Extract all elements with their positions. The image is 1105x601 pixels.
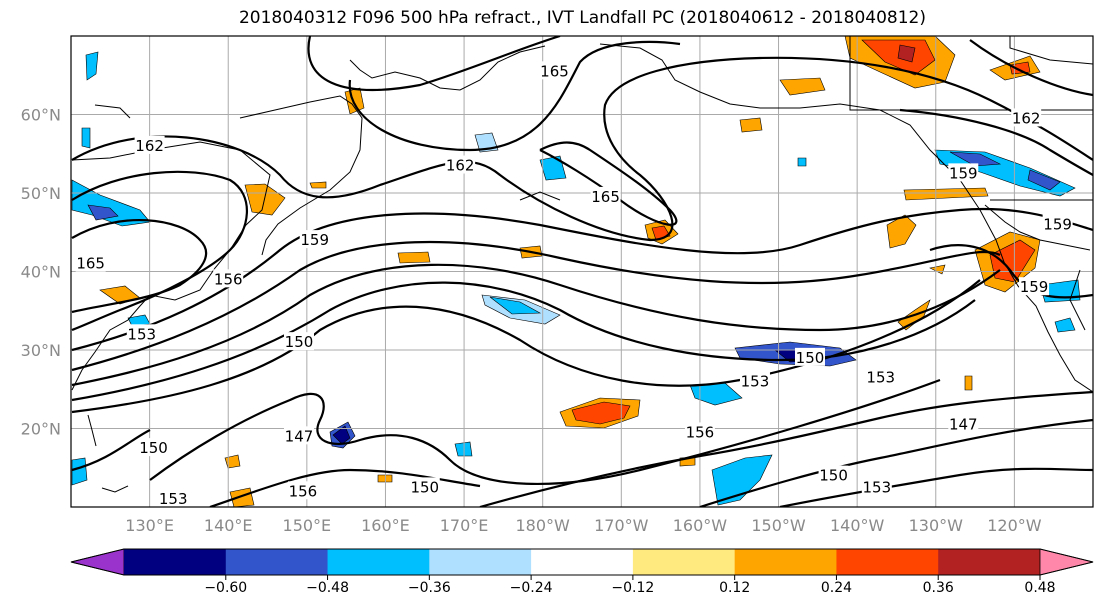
contour-label-bg [213,269,244,288]
map-title: 2018040312 F096 500 hPa refract., IVT La… [238,8,926,28]
lon-tick-label: 160°E [361,516,410,535]
colorbar-tick-label: −0.48 [306,580,349,596]
contour-label-bg [865,367,896,386]
lon-tick-label: 170°E [440,516,489,535]
colorbar-segment [734,549,837,575]
colorbar-extend-high [1039,548,1094,576]
colorbar-tick-label: 0.12 [719,580,750,596]
colorbar-tick-label: 0.48 [1024,580,1055,596]
contour-label: 165 [76,255,105,273]
colorbar-tick-label: 0.24 [821,580,852,596]
colorbar [70,548,1094,576]
colorbar-segment [938,549,1041,575]
graticule [71,36,1093,507]
colorbar-tick-label: −0.24 [510,580,553,596]
contour-label: 162 [135,137,164,155]
contour-label: 159 [1043,215,1072,233]
colorbar-tick-label: −0.12 [611,580,654,596]
lon-tick-label: 130°W [909,516,964,535]
contour-label-bg [818,465,849,484]
longitude-tick-labels: 130°E 140°E 150°E 160°E 170°E 180°W 170°W 160°W… [125,516,1041,535]
lat-tick-label: 60°N [21,106,61,125]
contour-label: 150 [796,349,825,367]
colorbar-extend-low [70,548,125,576]
contour-label: 156 [686,423,715,441]
contour-label: 165 [591,188,620,206]
colorbar-segment [531,549,634,575]
lat-tick-label: 50°N [21,184,61,203]
height-contours [71,36,1093,507]
contour-label-bg [283,332,314,351]
contour-label-bg [539,61,570,80]
contour-label-bg [445,155,476,174]
contour-label: 150 [139,439,168,457]
map-panel: 162 165 156 159 153 162 165 165 150 147 150 156 150 1… [70,35,1094,508]
colorbar-tick-label: −0.60 [204,580,247,596]
contour-label: 147 [949,416,978,434]
colorbar-segment [225,549,329,575]
lon-tick-label: 160°W [673,516,728,535]
colorbar-tick-label: 0.36 [923,580,954,596]
contour-label: 162 [446,157,475,175]
contour-label: 150 [410,478,439,496]
contour-label-bg [1011,108,1042,127]
contour-label: 159 [1020,278,1049,296]
colorbar-tick-label: −0.36 [408,580,451,596]
lat-tick-label: 40°N [21,263,61,282]
contour-label-bg [948,163,979,182]
colorbar-segment [124,549,227,575]
map-frame [70,35,1094,508]
colorbar-segment [836,549,939,575]
lon-tick-label: 140°W [830,516,885,535]
colorbar-outline [70,548,1094,576]
lon-tick-label: 150°E [283,516,332,535]
colorbar-tick-labels: −0.60 −0.48 −0.36 −0.24 −0.12 0.12 0.24 0.36 0.4… [204,575,1056,596]
contour-label-bg [134,135,165,154]
lon-tick-label: 180°W [516,516,571,535]
contour-label-bg [138,438,169,457]
lon-tick-label: 150°W [751,516,806,535]
contour-labels: 162 165 156 159 153 162 165 165 150 147 150 156 150 1… [75,61,1073,508]
contour-label-bg [684,422,715,441]
contour-label-bg [1019,277,1050,296]
contour-label: 156 [214,270,243,288]
lon-tick-label: 170°W [594,516,649,535]
contour-label-bg [299,230,330,249]
contour-label-bg [75,253,106,272]
contour-label-bg [1042,214,1073,233]
contour-label: 165 [540,62,569,80]
contour-label: 159 [949,164,978,182]
latitude-tick-labels: 20°N 30°N 40°N 50°N 60°N [21,106,61,439]
lat-tick-label: 30°N [21,341,61,360]
contour-label-bg [794,347,825,366]
lon-tick-label: 130°E [125,516,174,535]
contour-label-bg [409,477,440,496]
contour-label: 150 [819,467,848,485]
contour-label-bg [861,477,892,496]
contour-label-bg [158,489,189,507]
lat-tick-label: 20°N [21,420,61,439]
colorbar-segment [632,549,736,575]
contour-label: 153 [862,478,891,496]
contour-label: 153 [159,490,188,508]
contour-label-bg [126,324,157,343]
contour-label-bg [287,481,318,500]
contour-label-bg [590,186,621,205]
colorbar-segment [327,549,430,575]
contour-label-bg [283,426,314,445]
colorbar-segment [429,549,532,575]
contour-label: 162 [1012,109,1041,127]
lon-tick-label: 120°W [987,516,1042,535]
contour-label: 153 [741,372,770,390]
contour-label-bg [948,414,979,433]
contour-label: 150 [285,333,314,351]
contour-label: 153 [866,368,895,386]
contour-label: 147 [285,427,314,445]
lon-tick-label: 140°E [204,516,253,535]
contour-label: 156 [289,482,318,500]
contour-label: 159 [300,231,329,249]
contour-label-bg [739,371,770,390]
contour-label: 153 [127,325,156,343]
